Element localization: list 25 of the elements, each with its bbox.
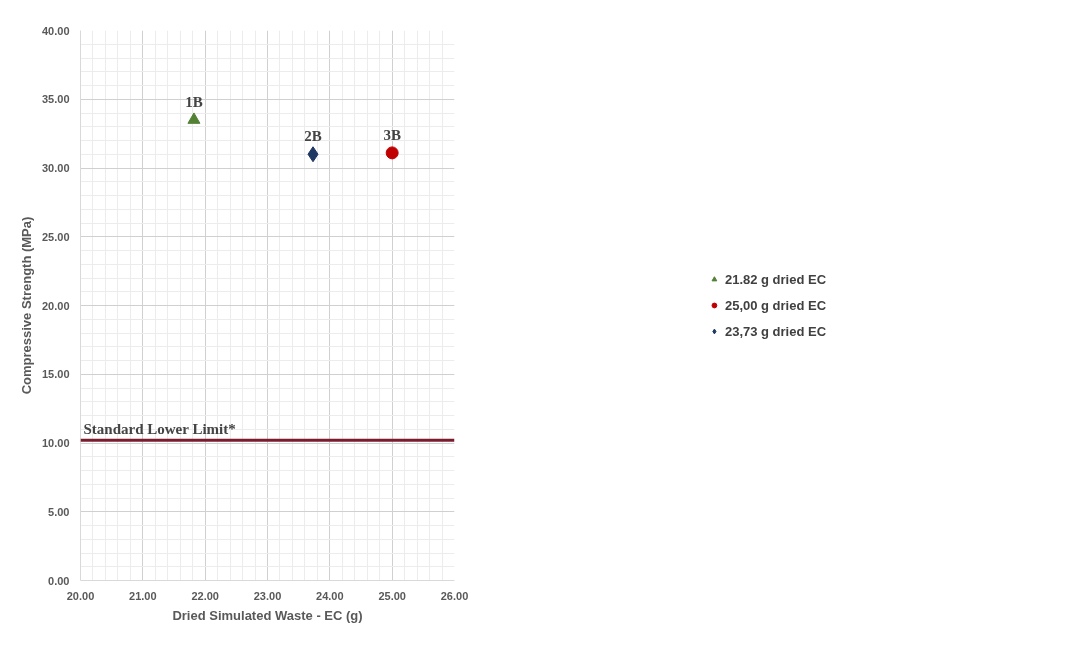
annotation: 3B <box>383 126 401 143</box>
y-tick-label: 15.00 <box>41 368 70 381</box>
x-tick-label: 26.00 <box>440 589 469 602</box>
y-tick-label: 20.00 <box>41 299 70 312</box>
x-tick-label: 25.00 <box>378 589 406 602</box>
y-axis-title: Compressive Strength (MPa) <box>18 216 34 395</box>
y-tick-label: 5.00 <box>48 505 70 518</box>
y-tick-label: 10.00 <box>41 437 70 449</box>
y-tick-label: 40.00 <box>41 24 70 37</box>
y-tick-label: 0.00 <box>48 574 70 587</box>
x-tick-label: 21.00 <box>129 589 157 602</box>
annotation: 1B <box>185 93 203 110</box>
annotation: 2B <box>304 128 322 145</box>
legend-label: 21.82 g dried EC <box>724 271 827 287</box>
legend-label: 25,00 g dried EC <box>724 297 827 313</box>
x-tick-label: 20.00 <box>66 589 95 602</box>
x-tick-label: 24.00 <box>316 589 344 602</box>
y-tick-label: 25.00 <box>41 230 70 243</box>
legend-label: 23,73 g dried EC <box>724 323 827 339</box>
ref-line-label: Standard Lower Limit* <box>83 421 236 438</box>
x-tick-label: 22.00 <box>191 589 219 602</box>
x-tick-label: 23.00 <box>253 589 282 602</box>
y-tick-label: 30.00 <box>41 162 70 174</box>
y-tick-label: 35.00 <box>41 93 70 106</box>
x-axis-title: Dried Simulated Waste - EC (g) <box>172 607 363 623</box>
